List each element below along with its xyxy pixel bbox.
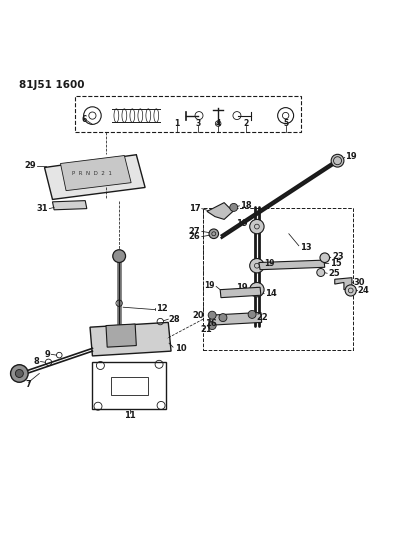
Text: 5: 5 [282,119,288,128]
Polygon shape [45,155,145,199]
Polygon shape [334,278,351,289]
Circle shape [319,253,329,263]
Text: 7: 7 [26,380,31,389]
Bar [111,377,148,395]
Polygon shape [220,287,260,297]
Text: 10: 10 [174,344,186,353]
Text: 21: 21 [199,325,211,334]
Text: 2: 2 [243,119,248,128]
Text: 28: 28 [168,314,179,324]
Circle shape [229,204,237,212]
Circle shape [15,369,23,377]
Text: 20: 20 [192,311,204,320]
Text: 23: 23 [331,252,343,261]
Bar [203,208,352,350]
Polygon shape [106,324,136,347]
Circle shape [249,282,263,297]
Circle shape [249,259,263,273]
Circle shape [113,250,125,263]
Circle shape [344,285,355,296]
Polygon shape [90,322,171,356]
Text: 15: 15 [329,259,340,268]
Text: 22: 22 [255,313,267,322]
Text: 9: 9 [44,350,50,359]
Text: 1: 1 [174,119,179,128]
Text: 26: 26 [188,232,200,241]
Text: 19: 19 [204,281,215,290]
Text: 19: 19 [344,152,356,161]
Text: 19: 19 [236,283,247,292]
Text: 17: 17 [188,204,200,213]
Circle shape [10,365,28,382]
Text: 13: 13 [299,243,311,252]
Polygon shape [258,260,324,270]
Text: 81J51 1600: 81J51 1600 [19,79,85,90]
Text: 30: 30 [352,278,364,287]
Circle shape [247,310,255,318]
Circle shape [208,311,216,319]
Text: 11: 11 [124,410,136,419]
Polygon shape [53,200,87,210]
Polygon shape [209,312,261,325]
Text: 24: 24 [356,286,369,295]
Text: 29: 29 [24,161,36,171]
Text: P  R  N  D  2  1: P R N D 2 1 [72,171,112,176]
Text: 14: 14 [264,289,276,298]
Text: 12: 12 [156,304,168,313]
Polygon shape [207,203,232,220]
Bar [92,362,166,409]
Circle shape [330,155,343,167]
Text: 16: 16 [205,319,217,328]
Circle shape [316,269,324,277]
Polygon shape [60,156,131,191]
Circle shape [209,229,218,239]
Text: 8: 8 [33,357,39,366]
Text: 27: 27 [188,227,200,236]
Text: 19: 19 [263,259,274,268]
Text: 3: 3 [195,119,200,128]
Text: 6: 6 [81,115,87,124]
Text: 19: 19 [236,219,247,228]
Circle shape [249,220,263,234]
Circle shape [219,313,227,321]
Text: 18: 18 [239,200,251,209]
Text: 31: 31 [36,204,48,213]
Bar [75,95,300,132]
Text: 4: 4 [215,119,220,128]
Text: 25: 25 [327,269,339,278]
Circle shape [208,321,216,329]
